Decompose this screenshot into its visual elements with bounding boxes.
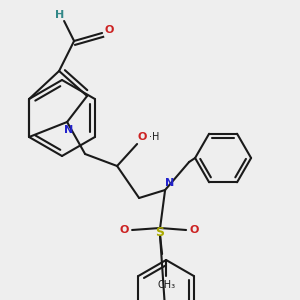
Text: N: N (166, 178, 175, 188)
Text: O: O (137, 132, 147, 142)
Text: O: O (189, 225, 199, 235)
Text: S: S (156, 226, 165, 239)
Text: N: N (64, 125, 74, 135)
Text: O: O (119, 225, 129, 235)
Text: H: H (56, 10, 65, 20)
Text: ·H: ·H (149, 132, 159, 142)
Text: CH₃: CH₃ (157, 280, 175, 290)
Text: O: O (104, 25, 114, 35)
